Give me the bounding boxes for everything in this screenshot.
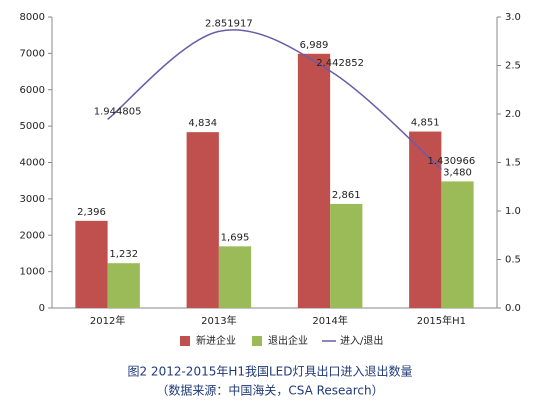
bar [330, 203, 363, 308]
y2-tick-label: 1.5 [505, 158, 521, 169]
caption: 图2 2012-2015年H1我国LED灯具出口进入退出数量 [127, 364, 412, 379]
bar [218, 246, 252, 308]
y2-tick-label: 2.5 [505, 61, 521, 72]
x-tick-label: 2013年 [201, 314, 236, 327]
x-tick-label: 2015年H1 [417, 314, 466, 327]
value-label: 2,396 [77, 207, 106, 218]
legend-label: 退出企业 [268, 334, 308, 347]
y2-tick-label: 2.0 [505, 109, 521, 120]
value-label: 2.851917 [205, 18, 253, 29]
x-tick-label: 2012年 [90, 314, 125, 327]
bar [107, 263, 140, 308]
y-tick-label: 5000 [20, 121, 45, 132]
y-tick-label: 1000 [20, 267, 45, 278]
y-tick-label: 8000 [20, 12, 45, 23]
value-label: 1.430966 [428, 156, 476, 167]
y2-tick-label: 1.0 [505, 206, 521, 217]
y-tick-label: 6000 [20, 85, 45, 96]
line [107, 29, 442, 170]
value-label: 4,834 [188, 118, 217, 129]
value-label: 1,695 [221, 232, 250, 243]
value-label: 6,989 [300, 40, 329, 51]
value-label: 3,480 [443, 167, 472, 178]
legend-label: 新进企业 [196, 334, 236, 347]
y-tick-label: 3000 [20, 194, 45, 205]
y-tick-label: 4000 [20, 158, 45, 169]
legend-swatch [252, 336, 262, 346]
y2-tick-label: 0.0 [505, 303, 521, 314]
legend-swatch [180, 336, 190, 346]
y-tick-label: 7000 [20, 48, 45, 59]
bar [186, 132, 219, 308]
legend-label: 进入/退出 [340, 334, 383, 347]
caption: （数据来源：中国海关，CSA Research） [156, 383, 383, 398]
y2-tick-label: 3.0 [505, 12, 521, 23]
bar [297, 53, 331, 309]
bar [441, 181, 474, 308]
value-label: 4,851 [411, 118, 440, 129]
value-label: 1,232 [109, 249, 138, 260]
bar [75, 220, 108, 308]
y2-tick-label: 0.5 [505, 255, 521, 266]
value-label: 2.442852 [316, 58, 364, 69]
y-tick-label: 2000 [20, 230, 45, 241]
value-label: 1.944805 [94, 106, 142, 117]
bar [409, 131, 442, 308]
value-label: 2,861 [332, 190, 361, 201]
x-tick-label: 2014年 [312, 314, 347, 327]
y-tick-label: 0 [39, 303, 45, 314]
